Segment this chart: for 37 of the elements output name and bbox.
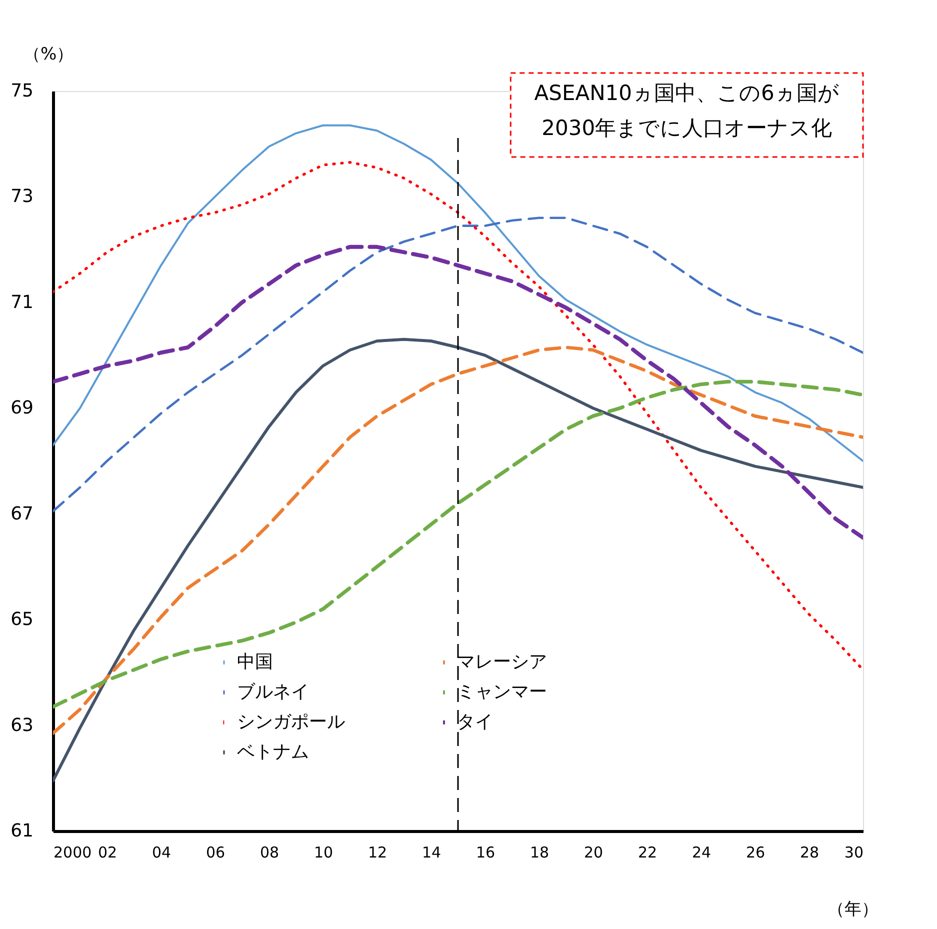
legend-label: シンガポール — [237, 711, 345, 732]
y-tick-label: 69 — [10, 398, 34, 419]
y-tick-label: 61 — [10, 820, 34, 842]
x-tick-label: 02 — [98, 844, 118, 862]
y-tick-label: 71 — [10, 292, 34, 313]
x-tick-label: 06 — [206, 844, 226, 862]
line-series — [53, 244, 863, 540]
x-tick-label: 04 — [152, 844, 172, 862]
x-tick-label: 18 — [530, 844, 550, 862]
y-tick-label: 73 — [10, 186, 34, 208]
annotation: ASEAN10ヵ国中、この6ヵ国が 2030年までに人口オーナス化 — [534, 81, 840, 140]
x-tick-label: 14 — [422, 844, 442, 862]
x-tick-label: 26 — [746, 844, 766, 862]
x-axis-title: （年） — [828, 900, 878, 920]
line-series — [53, 216, 863, 512]
legend-label: ミャンマー — [457, 681, 547, 702]
x-tick-label: 12 — [368, 844, 388, 862]
y-tick-label: 75 — [10, 80, 34, 102]
x-tick-label: 28 — [800, 844, 820, 862]
x-tick-label: 16 — [476, 844, 496, 862]
x-tick-label: 2000 — [54, 844, 92, 862]
y-tick-label: 63 — [10, 714, 34, 736]
legend-label: 中国 — [237, 651, 273, 672]
x-tick-label: 30 — [844, 844, 864, 862]
y-tick-label: 65 — [10, 609, 34, 630]
line-series — [53, 380, 863, 709]
legend-label: ブルネイ — [237, 681, 309, 702]
x-tick-label: 22 — [638, 844, 658, 862]
legend-label: タイ — [457, 711, 493, 732]
x-tick-label: 20 — [584, 844, 604, 862]
legend-label: ベトナム — [237, 741, 309, 762]
x-tick-label: 10 — [314, 844, 334, 862]
x-tick-label: 08 — [260, 844, 280, 862]
x-tick-label: 24 — [692, 844, 712, 862]
y-tick-label: 67 — [10, 503, 34, 524]
y-axis-title: （%） — [24, 44, 74, 64]
legend-label: マレーシア — [457, 651, 547, 672]
